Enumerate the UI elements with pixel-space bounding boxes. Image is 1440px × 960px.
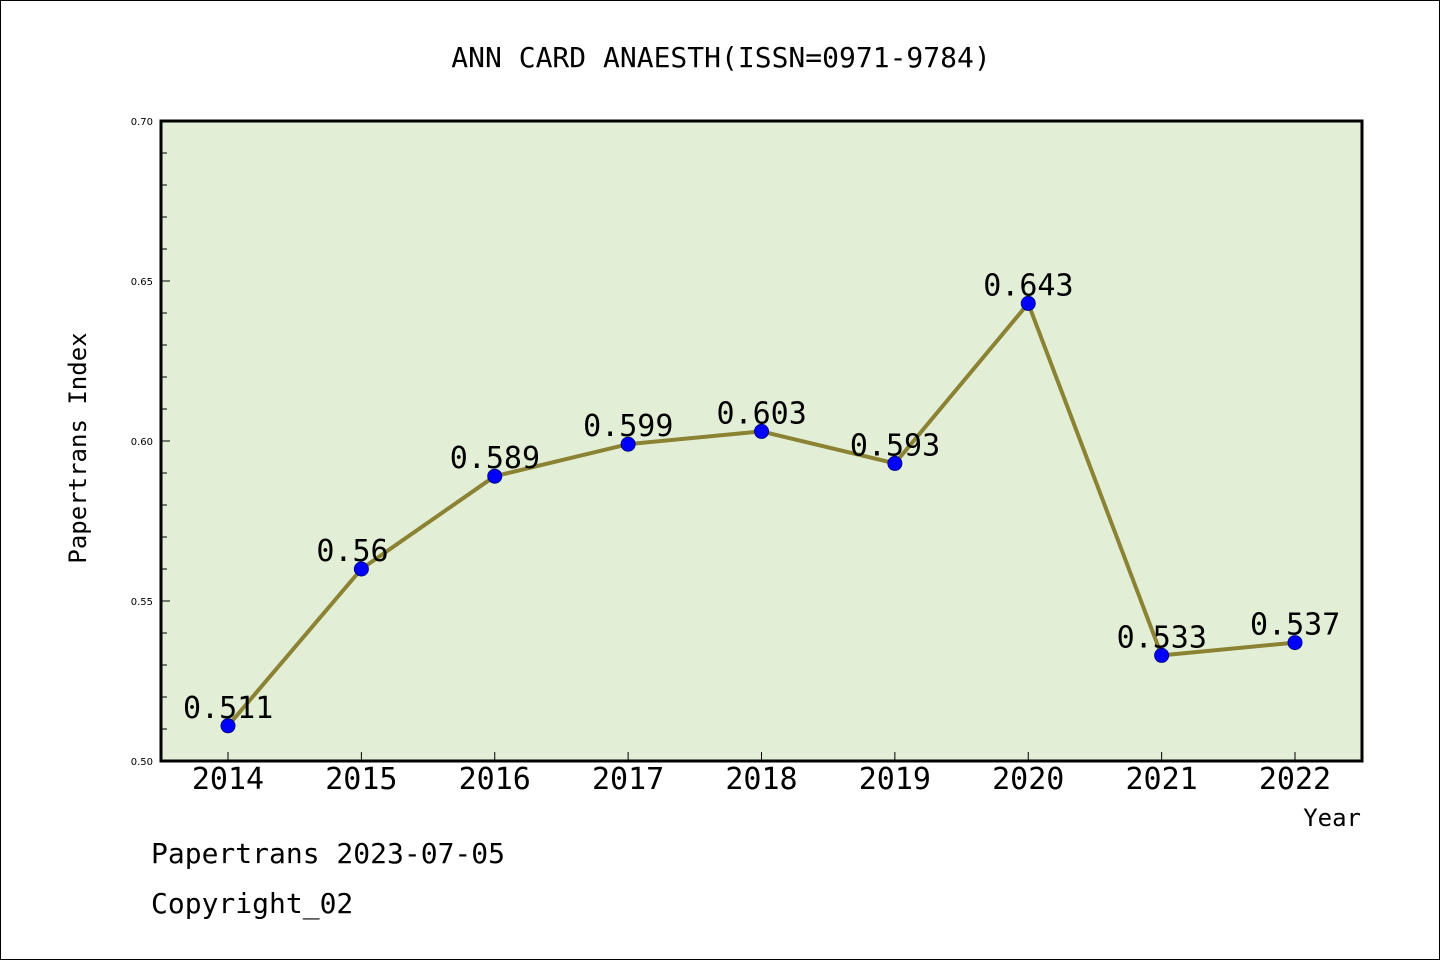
y-axis-label: Papertrans Index [64, 332, 92, 563]
data-point [620, 436, 636, 452]
x-tick-label: 2021 [1126, 762, 1198, 797]
data-point [754, 423, 769, 439]
data-point [1154, 647, 1170, 663]
y-tick-label: 0.60 [131, 437, 153, 448]
data-label: 0.643 [983, 268, 1073, 303]
x-tick-label: 2022 [1259, 762, 1331, 797]
x-axis-label: Year [1303, 804, 1361, 832]
y-tick-label: 0.50 [131, 757, 153, 768]
data-point [1287, 635, 1303, 651]
data-point [487, 468, 503, 484]
data-label: 0.511 [183, 691, 273, 726]
x-tick-label: 2018 [725, 762, 797, 797]
y-tick-label: 0.65 [131, 277, 153, 288]
x-tick-label: 2015 [325, 762, 397, 797]
y-tick-label: 0.55 [131, 597, 153, 608]
y-axis: 0.50 0.55 0.60 0.65 0.70 [131, 117, 170, 768]
series-group: 0.511 0.56 0.589 0.599 0.603 0.593 0.643 0.533 0… [183, 268, 1340, 734]
plot-area [159, 119, 1364, 763]
y-tick-label: 0.70 [131, 117, 153, 128]
data-label: 0.593 [850, 428, 940, 463]
data-point [887, 455, 903, 471]
data-label: 0.537 [1250, 608, 1340, 643]
footer-date: Papertrans 2023-07-05 [151, 837, 506, 870]
x-tick-label: 2017 [592, 762, 664, 797]
x-tick-label: 2019 [859, 762, 931, 797]
x-tick-label: 2020 [992, 762, 1064, 797]
x-axis: 2014 2015 2016 2017 2018 2019 2020 2021 2022 [192, 752, 1331, 797]
data-label: 0.533 [1117, 620, 1207, 655]
data-point [353, 561, 369, 577]
data-label: 0.603 [717, 396, 807, 431]
data-label: 0.599 [583, 409, 673, 444]
data-label: 0.56 [316, 534, 388, 569]
x-tick-label: 2016 [459, 762, 531, 797]
x-tick-label: 2014 [192, 762, 264, 797]
data-point [1020, 295, 1036, 311]
footer-copyright: Copyright_02 [151, 887, 354, 920]
data-label: 0.589 [450, 441, 540, 476]
chart-title: ANN CARD ANAESTH(ISSN=0971-9784) [451, 41, 990, 74]
data-point [220, 718, 236, 734]
